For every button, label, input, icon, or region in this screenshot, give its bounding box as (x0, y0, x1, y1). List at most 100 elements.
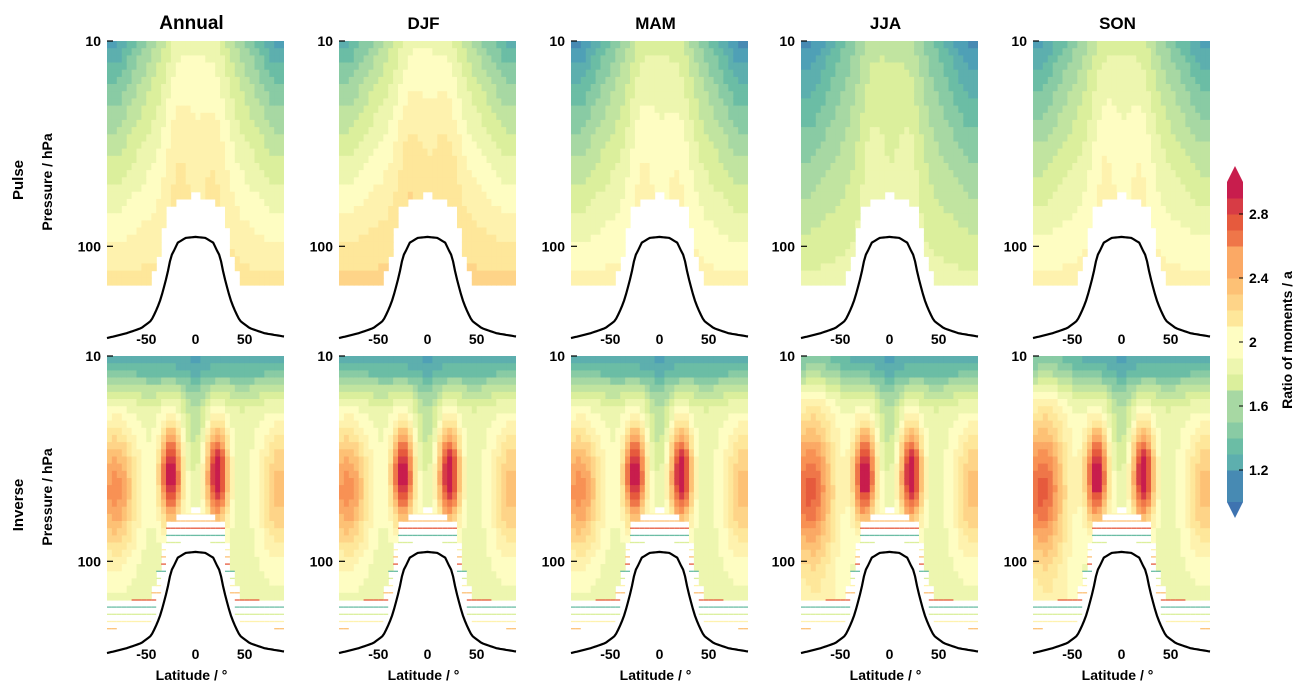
contour-cell (840, 119, 846, 128)
contour-cell (422, 148, 429, 157)
contour-cell (600, 76, 606, 85)
contour-cell (674, 127, 680, 135)
contour-cell (156, 91, 162, 99)
contour-cell (412, 141, 419, 150)
contour-cell (1072, 227, 1078, 236)
contour-cell (339, 184, 345, 193)
contour-cell (713, 227, 720, 236)
contour-cell (274, 256, 280, 265)
contour-cell (1160, 206, 1167, 214)
contour-cell (689, 198, 695, 207)
contour-cell (600, 119, 606, 128)
contour-cell (879, 84, 886, 92)
contour-cell (815, 91, 822, 99)
contour-cell (244, 69, 251, 78)
contour-cell (259, 234, 265, 243)
contour-cell (630, 112, 636, 121)
contour-cell (234, 155, 241, 164)
contour-cell (195, 48, 201, 56)
contour-cell (146, 84, 152, 92)
contour-cell (1106, 127, 1113, 135)
contour-cell (850, 62, 856, 71)
contour-cell (254, 163, 260, 171)
contour-cell (116, 62, 123, 71)
contour-cell (279, 277, 284, 286)
contour-cell (131, 98, 138, 107)
contour-cell (615, 213, 621, 221)
contour-cell (141, 263, 147, 272)
contour-cell (1057, 191, 1064, 200)
contour-cell (378, 163, 384, 171)
contour-cell (239, 112, 246, 121)
contour-cell (1092, 170, 1098, 178)
contour-cell (664, 62, 670, 71)
contour-cell (1033, 55, 1039, 64)
contour-cell (728, 62, 734, 71)
contour-cell (963, 220, 969, 229)
contour-cell (511, 98, 516, 107)
contour-cell (580, 227, 587, 236)
contour-cell (801, 184, 807, 193)
contour-cell (1160, 127, 1167, 135)
contour-cell (620, 241, 626, 250)
contour-cell (590, 184, 597, 193)
contour-cell (948, 148, 954, 157)
contour-cell (274, 163, 280, 171)
contour-cell (432, 76, 438, 85)
contour-cell (447, 170, 453, 178)
contour-cell (845, 76, 851, 85)
contour-cell (845, 148, 851, 157)
contour-cell (339, 148, 345, 157)
contour-cell (805, 263, 812, 272)
contour-cell (279, 148, 284, 157)
contour-cell (805, 76, 812, 85)
contour-cell (718, 155, 724, 164)
y-tick-label: 100 (772, 238, 796, 254)
contour-cell (205, 184, 211, 193)
contour-cell (610, 198, 616, 207)
contour-cell (254, 84, 260, 92)
contour-cell (146, 98, 152, 107)
contour-cell (615, 48, 621, 56)
contour-cell (1101, 41, 1108, 49)
contour-cell (884, 163, 891, 171)
contour-cell (373, 241, 379, 250)
contour-cell (1082, 127, 1088, 135)
contour-cell (825, 76, 832, 85)
contour-cell (948, 213, 954, 221)
contour-cell (933, 263, 940, 272)
contour-cell (639, 191, 646, 200)
contour-cell (259, 184, 265, 193)
contour-cell (466, 256, 473, 265)
contour-cell (923, 91, 930, 99)
contour-cell (417, 134, 424, 143)
contour-cell (491, 191, 497, 200)
contour-cell (136, 184, 142, 193)
contour-cell (743, 227, 748, 236)
contour-cell (600, 270, 606, 279)
contour-cell (830, 112, 836, 121)
contour-cell (575, 98, 582, 107)
contour-cell (973, 112, 978, 121)
contour-cell (466, 55, 473, 64)
contour-cell (973, 62, 978, 71)
contour-cell (1126, 69, 1132, 78)
contour-cell (1101, 155, 1108, 164)
contour-cell (1077, 234, 1083, 243)
contour-cell (496, 184, 502, 193)
contour-cell (820, 184, 827, 193)
contour-cell (388, 91, 394, 99)
contour-cell (136, 213, 142, 221)
contour-cell (1033, 148, 1039, 157)
contour-cell (254, 55, 260, 64)
contour-cell (805, 220, 812, 229)
contour-cell (146, 277, 152, 286)
contour-cell (733, 141, 739, 150)
contour-cell (205, 155, 211, 164)
contour-cell (703, 112, 710, 121)
contour-cell (684, 191, 690, 200)
contour-cell (107, 155, 113, 164)
contour-cell (575, 191, 582, 200)
contour-cell (571, 69, 577, 78)
